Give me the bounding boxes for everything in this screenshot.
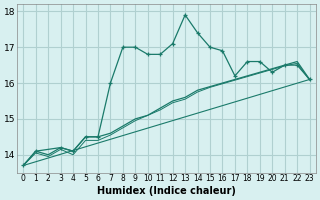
X-axis label: Humidex (Indice chaleur): Humidex (Indice chaleur) (97, 186, 236, 196)
